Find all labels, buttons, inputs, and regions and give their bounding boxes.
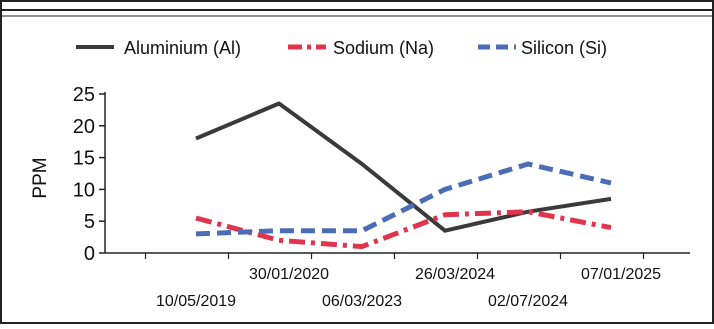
series-lines — [196, 103, 611, 246]
y-tick-label: 10 — [73, 179, 95, 201]
x-tick-label: 06/03/2023 — [322, 293, 402, 310]
x-tick-label: 10/05/2019 — [156, 293, 236, 310]
y-tick-label: 5 — [84, 211, 95, 233]
x-tick-label: 30/01/2020 — [249, 266, 329, 283]
y-tick-label: 15 — [73, 148, 95, 170]
legend-label-1: Sodium (Na) — [333, 38, 434, 58]
axes: 0 5 10 15 20 25 10/05/2019 30/01/2020 06/03/2023… — [73, 84, 690, 310]
y-tick-label: 0 — [84, 243, 95, 265]
x-tick-label: 26/03/2024 — [415, 266, 495, 283]
y-tick-label: 25 — [73, 84, 95, 106]
legend: Aluminium (Al) Sodium (Na) Silicon (Si) — [76, 38, 607, 58]
y-tick-label: 20 — [73, 116, 95, 138]
legend-label-2: Silicon (Si) — [521, 38, 607, 58]
y-axis-label: PPM — [30, 157, 51, 198]
x-tick-label: 07/01/2025 — [581, 266, 661, 283]
legend-label-0: Aluminium (Al) — [124, 38, 241, 58]
x-tick-label: 02/07/2024 — [488, 293, 568, 310]
series-line-1 — [196, 212, 611, 247]
